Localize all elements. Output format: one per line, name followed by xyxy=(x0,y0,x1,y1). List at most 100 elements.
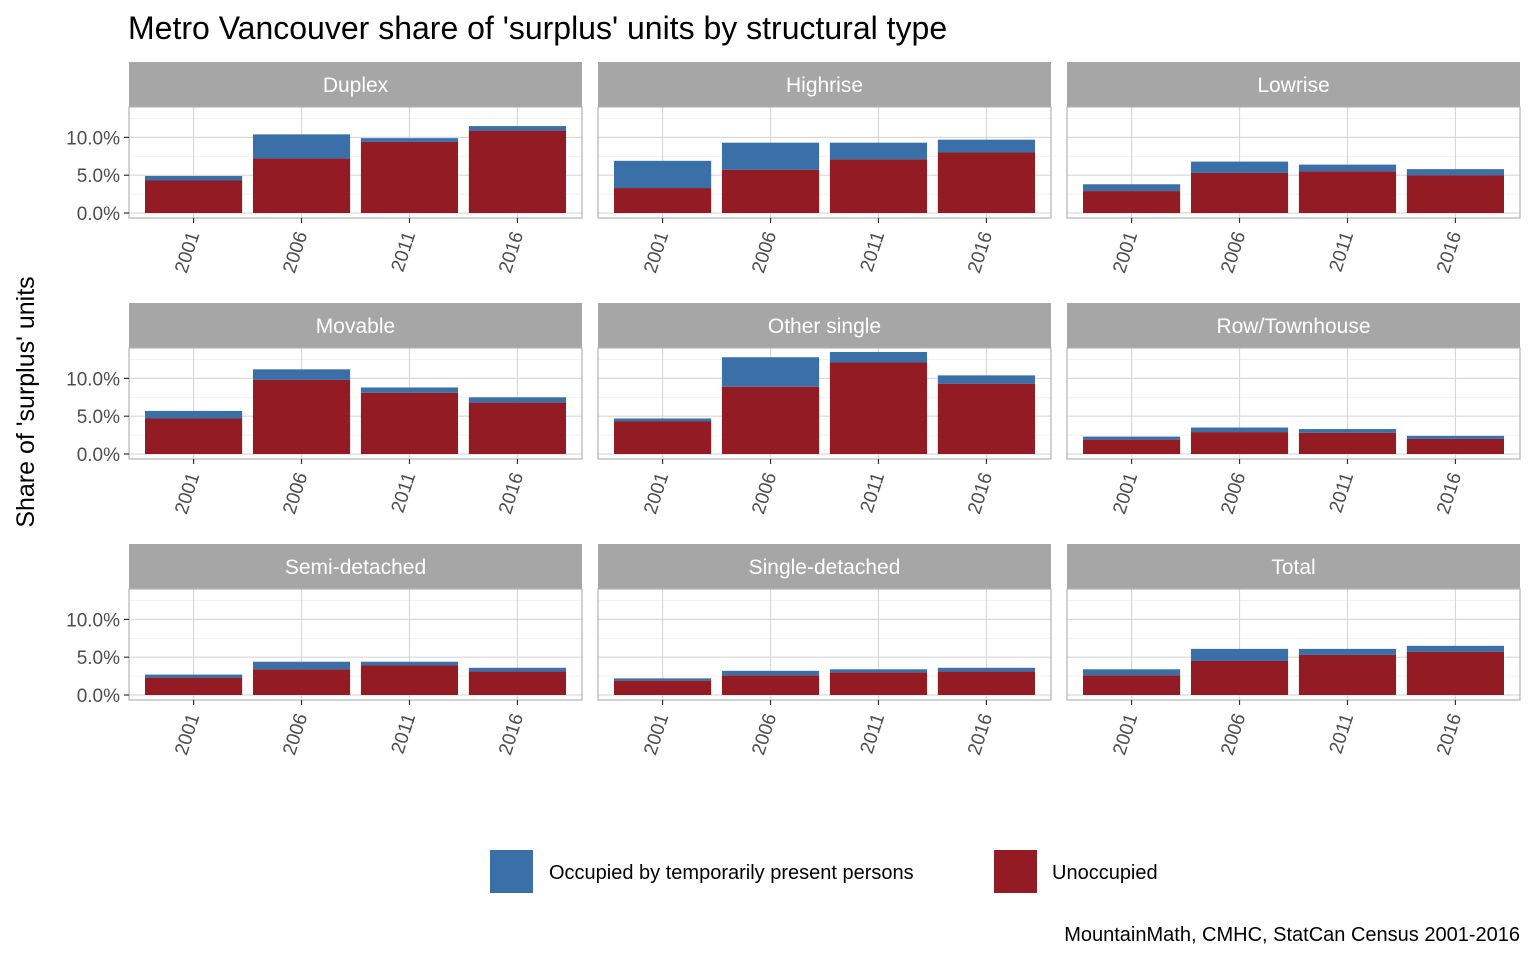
y-tick-label: 5.0% xyxy=(77,407,120,428)
x-tick-label: 2001 xyxy=(1109,229,1142,276)
facet-other-single: Other single 2001 2006 2011 2016 xyxy=(597,303,1052,517)
bar-unoccupied-2011 xyxy=(1298,654,1397,695)
x-tick-label: 2006 xyxy=(279,470,312,517)
facet-movable: Movable 0.0% 5.0% 10.0% 2001 2006 2011 2016 xyxy=(66,303,583,517)
x-tick-label: 2001 xyxy=(1109,711,1142,758)
bar-occupied-by-temporarily-present-persons-2011 xyxy=(829,142,928,160)
bar-occupied-by-temporarily-present-persons-2016 xyxy=(937,375,1035,384)
facet-strip xyxy=(598,303,1051,348)
bar-unoccupied-2011 xyxy=(829,159,928,213)
bar-occupied-by-temporarily-present-persons-2001 xyxy=(1083,436,1181,440)
panel-border xyxy=(128,106,583,219)
bar-unoccupied-2001 xyxy=(145,418,243,454)
bar-unoccupied-2016 xyxy=(1406,175,1504,213)
x-tick-label: 2006 xyxy=(748,470,781,517)
bar-occupied-by-temporarily-present-persons-2016 xyxy=(937,139,1035,153)
x-tick-label: 2006 xyxy=(748,229,781,276)
facet-semi-detached: Semi-detached 0.0% 5.0% 10.0% 2001 2006 2011 20… xyxy=(66,544,583,758)
bar-occupied-by-temporarily-present-persons-2006 xyxy=(1190,161,1289,173)
y-tick-label: 10.0% xyxy=(66,369,120,390)
facet-single-detached: Single-detached 2001 2006 2011 2016 xyxy=(597,544,1052,758)
x-tick-label: 2011 xyxy=(388,711,421,756)
bar-unoccupied-2006 xyxy=(252,158,351,213)
panel-border xyxy=(128,588,583,701)
panel-border xyxy=(1066,106,1521,219)
facet-strip xyxy=(598,62,1051,107)
bar-unoccupied-2016 xyxy=(1406,651,1504,695)
facet-duplex: Duplex 0.0% 5.0% 10.0% 2001 2006 2011 2016 xyxy=(66,62,583,276)
bar-occupied-by-temporarily-present-persons-2011 xyxy=(1298,429,1397,433)
panel-border xyxy=(597,588,1052,701)
facet-strip xyxy=(1067,62,1520,107)
facet-strip xyxy=(129,544,582,589)
x-tick-label: 2001 xyxy=(640,229,673,276)
x-tick-label: 2001 xyxy=(1109,470,1142,517)
bar-occupied-by-temporarily-present-persons-2016 xyxy=(468,397,566,403)
bar-unoccupied-2001 xyxy=(614,421,712,454)
facet-strip xyxy=(1067,544,1520,589)
bar-occupied-by-temporarily-present-persons-2001 xyxy=(145,674,243,678)
facet-strip-label: Semi-detached xyxy=(285,556,426,579)
y-tick-label: 5.0% xyxy=(77,166,120,187)
x-tick-label: 2001 xyxy=(640,711,673,758)
facet-total: Total 2001 2006 2011 2016 xyxy=(1066,544,1521,758)
x-tick-label: 2016 xyxy=(1433,229,1466,276)
y-tick-label: 10.0% xyxy=(66,610,120,631)
chart-caption: MountainMath, CMHC, StatCan Census 2001-… xyxy=(1064,924,1520,946)
x-tick-label: 2001 xyxy=(640,470,673,517)
bar-unoccupied-2016 xyxy=(937,383,1035,454)
bar-unoccupied-2001 xyxy=(145,180,243,213)
bar-unoccupied-2001 xyxy=(614,680,712,695)
bar-occupied-by-temporarily-present-persons-2011 xyxy=(1298,164,1397,172)
y-tick-label: 5.0% xyxy=(77,648,120,669)
bar-occupied-by-temporarily-present-persons-2011 xyxy=(829,669,928,673)
bar-occupied-by-temporarily-present-persons-2016 xyxy=(937,667,1035,672)
facet-strip-label: Total xyxy=(1271,556,1315,579)
x-tick-label: 2011 xyxy=(1326,711,1359,756)
legend-key-occupied-temporary xyxy=(490,850,533,893)
bar-unoccupied-2001 xyxy=(1083,675,1181,695)
facet-strip-label: Lowrise xyxy=(1257,74,1329,97)
y-tick-label: 10.0% xyxy=(66,128,120,149)
x-tick-label: 2016 xyxy=(1433,711,1466,758)
bar-unoccupied-2006 xyxy=(721,169,820,213)
x-tick-label: 2006 xyxy=(1217,229,1250,276)
legend: Occupied by temporarily present persons … xyxy=(490,850,1158,893)
x-tick-label: 2001 xyxy=(171,229,204,276)
x-tick-label: 2016 xyxy=(964,229,997,276)
bar-occupied-by-temporarily-present-persons-2006 xyxy=(252,661,351,670)
y-tick-label: 0.0% xyxy=(77,204,120,225)
bar-occupied-by-temporarily-present-persons-2006 xyxy=(721,357,820,387)
x-tick-label: 2011 xyxy=(857,229,890,274)
facet-strip-label: Row/Townhouse xyxy=(1216,315,1370,338)
bar-unoccupied-2016 xyxy=(937,671,1035,695)
bar-occupied-by-temporarily-present-persons-2001 xyxy=(614,678,712,681)
x-tick-label: 2006 xyxy=(1217,711,1250,758)
bar-unoccupied-2016 xyxy=(468,130,566,213)
bar-unoccupied-2006 xyxy=(1190,172,1289,213)
bar-occupied-by-temporarily-present-persons-2001 xyxy=(145,175,243,181)
bar-occupied-by-temporarily-present-persons-2006 xyxy=(1190,427,1289,433)
x-tick-label: 2011 xyxy=(1326,470,1359,515)
facet-strip-label: Duplex xyxy=(323,74,389,97)
bar-occupied-by-temporarily-present-persons-2006 xyxy=(252,369,351,380)
facet-strip-label: Movable xyxy=(316,315,395,338)
bar-occupied-by-temporarily-present-persons-2006 xyxy=(721,670,820,676)
bar-unoccupied-2006 xyxy=(1190,432,1289,454)
x-tick-label: 2006 xyxy=(279,229,312,276)
bar-unoccupied-2016 xyxy=(468,402,566,454)
bar-unoccupied-2011 xyxy=(829,362,928,454)
bar-unoccupied-2006 xyxy=(721,386,820,454)
bar-unoccupied-2016 xyxy=(937,152,1035,213)
x-tick-label: 2011 xyxy=(857,711,890,756)
facet-row-townhouse: Row/Townhouse 2001 2006 2011 2016 xyxy=(1066,303,1521,517)
bar-occupied-by-temporarily-present-persons-2011 xyxy=(1298,648,1397,655)
bar-unoccupied-2011 xyxy=(360,141,459,213)
x-tick-label: 2016 xyxy=(495,229,528,276)
bar-occupied-by-temporarily-present-persons-2016 xyxy=(468,126,566,131)
bar-unoccupied-2006 xyxy=(721,675,820,695)
bar-unoccupied-2011 xyxy=(1298,432,1397,454)
bar-occupied-by-temporarily-present-persons-2016 xyxy=(468,667,566,672)
bar-occupied-by-temporarily-present-persons-2006 xyxy=(721,142,820,170)
bar-unoccupied-2016 xyxy=(468,671,566,695)
